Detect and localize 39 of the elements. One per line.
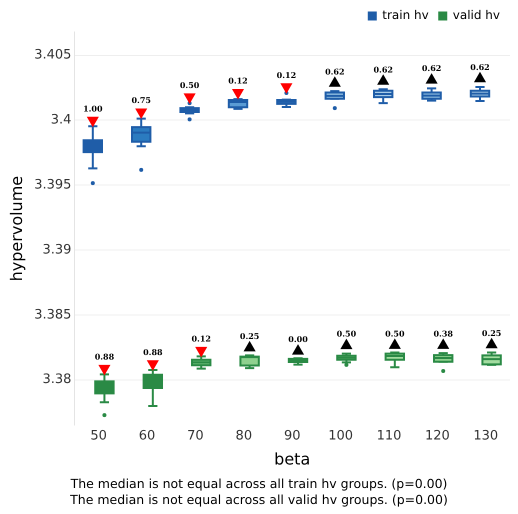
x-axis-title: beta: [274, 450, 310, 469]
annotation: 0.88: [94, 351, 115, 362]
annotation: 0.62: [325, 66, 345, 76]
annotation: 0.12: [276, 70, 296, 80]
text: The median is not equal across all train hv groups. (p=0.00): [70, 476, 448, 492]
annotation: 0.00: [288, 334, 308, 344]
y-axis-title: hypervolume: [6, 176, 26, 282]
x-tick-label: 110: [376, 428, 402, 444]
x-tick-label: 100: [328, 428, 354, 444]
annotation: 0.62: [373, 64, 393, 74]
annotation: 0.62: [470, 62, 490, 72]
y-tick-label: 3.4: [50, 112, 72, 128]
annotation: 0.12: [228, 76, 248, 86]
x-tick-label: 80: [236, 428, 252, 444]
y-tick-label: 3.38: [42, 372, 72, 388]
annotation: 0.12: [191, 333, 211, 344]
annotation: 0.88: [143, 346, 163, 357]
legend-label: train hv: [382, 8, 429, 22]
x-tick-label: 60: [138, 428, 156, 444]
annotation: 0.38: [433, 328, 454, 338]
annotation: 1.00: [83, 103, 103, 114]
x-tick-label: 90: [284, 428, 300, 444]
y-tick-label: 3.39: [42, 242, 72, 258]
x-tick-label: 70: [187, 428, 204, 444]
annotation: 0.75: [131, 95, 151, 106]
y-tick-label: 3.385: [34, 307, 72, 322]
x-tick-label: 130: [473, 428, 498, 444]
annotation: 0.50: [180, 80, 200, 90]
annotation: 0.62: [422, 63, 442, 74]
text: The median is not equal across all valid hv groups. (p=0.00): [69, 492, 449, 508]
annotation: 0.50: [385, 328, 405, 338]
x-tick-label: 50: [90, 428, 107, 444]
y-tick-label: 3.395: [34, 178, 72, 192]
x-tick-label: 120: [424, 428, 450, 444]
legend-label: valid hv: [452, 8, 500, 22]
annotation: 0.25: [240, 330, 260, 341]
y-tick-label: 3.405: [34, 48, 72, 63]
annotation: 0.25: [482, 328, 502, 338]
annotation: 0.50: [336, 328, 357, 339]
